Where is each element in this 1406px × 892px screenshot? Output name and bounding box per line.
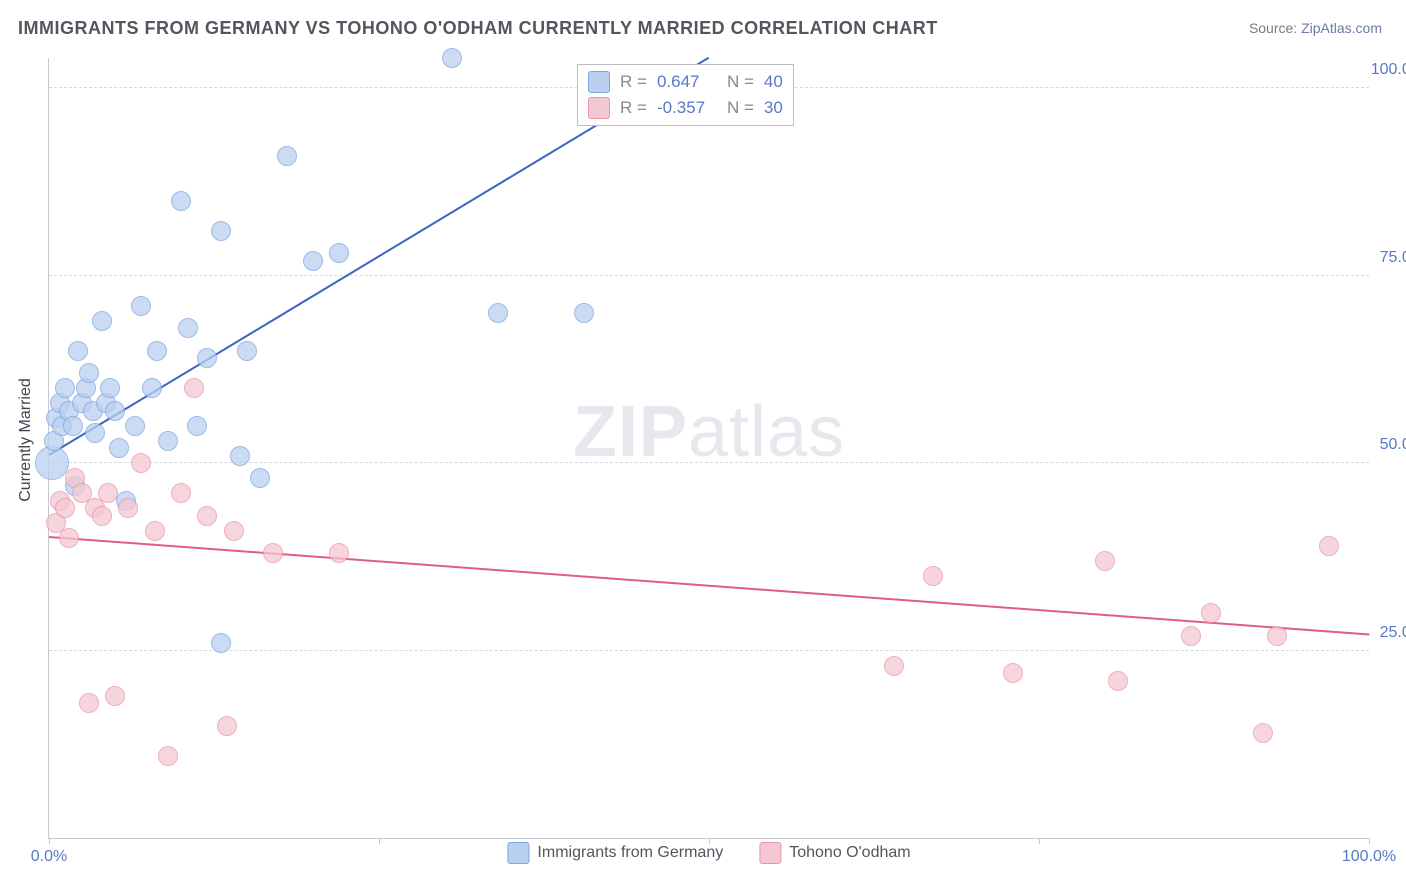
legend-swatch [759, 842, 781, 864]
y-axis-title: Currently Married [17, 378, 35, 502]
germany-point [85, 423, 105, 443]
tohono-point [329, 543, 349, 563]
germany-point [250, 468, 270, 488]
tohono-point [1267, 626, 1287, 646]
y-tick-label: 100.0% [1367, 61, 1406, 79]
tohono-point [1319, 536, 1339, 556]
germany-point [303, 251, 323, 271]
legend-swatch [588, 97, 610, 119]
germany-point [574, 303, 594, 323]
tohono-point [145, 521, 165, 541]
germany-point [230, 446, 250, 466]
series-legend-item-tohono: Tohono O'odham [759, 842, 910, 864]
tohono-point [217, 716, 237, 736]
gridline [49, 650, 1369, 651]
tohono-point [224, 521, 244, 541]
legend-swatch [507, 842, 529, 864]
x-tick-label: 0.0% [31, 848, 67, 866]
tohono-point [171, 483, 191, 503]
tohono-point [118, 498, 138, 518]
x-tick [1369, 838, 1370, 844]
legend-row-tohono: R = -0.357 N = 30 [588, 95, 783, 121]
x-tick [379, 838, 380, 844]
series-legend-item-germany: Immigrants from Germany [507, 842, 723, 864]
chart-plot-area: ZIPatlas 25.0%50.0%75.0%100.0%0.0%100.0%… [48, 58, 1369, 839]
tohono-point [197, 506, 217, 526]
germany-point [197, 348, 217, 368]
germany-point [35, 446, 69, 480]
r-value: 0.647 [657, 69, 717, 95]
tohono-point [131, 453, 151, 473]
n-value: 40 [764, 69, 783, 95]
watermark-atlas: atlas [688, 392, 845, 472]
germany-point [68, 341, 88, 361]
germany-point [109, 438, 129, 458]
germany-point [131, 296, 151, 316]
germany-point [79, 363, 99, 383]
gridline [49, 275, 1369, 276]
germany-point [142, 378, 162, 398]
r-label: R = [620, 95, 647, 121]
y-tick-label: 50.0% [1367, 436, 1406, 454]
x-tick [1039, 838, 1040, 844]
germany-point [237, 341, 257, 361]
germany-point [92, 311, 112, 331]
germany-point [158, 431, 178, 451]
germany-point [125, 416, 145, 436]
correlation-legend: R = 0.647 N = 40 R = -0.357 N = 30 [577, 64, 794, 126]
source-link[interactable]: ZipAtlas.com [1301, 20, 1382, 36]
germany-point [488, 303, 508, 323]
n-value: 30 [764, 95, 783, 121]
tohono-point [1003, 663, 1023, 683]
tohono-point [1181, 626, 1201, 646]
tohono-point [184, 378, 204, 398]
tohono-point [92, 506, 112, 526]
tohono-point [158, 746, 178, 766]
tohono-point [263, 543, 283, 563]
germany-point [171, 191, 191, 211]
germany-point [105, 401, 125, 421]
x-tick-label: 100.0% [1342, 848, 1396, 866]
tohono-point [1108, 671, 1128, 691]
watermark-zip: ZIP [573, 392, 688, 472]
y-tick-label: 75.0% [1367, 249, 1406, 267]
tohono-point [1095, 551, 1115, 571]
germany-point [211, 221, 231, 241]
series-label: Immigrants from Germany [537, 844, 723, 862]
germany-point [211, 633, 231, 653]
tohono-point [98, 483, 118, 503]
germany-point [63, 416, 83, 436]
source-prefix: Source: [1249, 20, 1301, 36]
x-tick [49, 838, 50, 844]
source-attribution: Source: ZipAtlas.com [1249, 20, 1382, 36]
tohono-point [1201, 603, 1221, 623]
tohono-point [79, 693, 99, 713]
germany-point [277, 146, 297, 166]
tohono-point [884, 656, 904, 676]
y-tick-label: 25.0% [1367, 624, 1406, 642]
r-label: R = [620, 69, 647, 95]
tohono-point [59, 528, 79, 548]
germany-point [187, 416, 207, 436]
chart-title: IMMIGRANTS FROM GERMANY VS TOHONO O'ODHA… [18, 18, 938, 39]
series-label: Tohono O'odham [789, 844, 910, 862]
n-label: N = [727, 95, 754, 121]
germany-point [147, 341, 167, 361]
tohono-point [55, 498, 75, 518]
n-label: N = [727, 69, 754, 95]
legend-row-germany: R = 0.647 N = 40 [588, 69, 783, 95]
germany-point [178, 318, 198, 338]
series-legend: Immigrants from Germany Tohono O'odham [507, 842, 910, 864]
r-value: -0.357 [657, 95, 717, 121]
tohono-trendline [49, 536, 1369, 635]
tohono-point [1253, 723, 1273, 743]
legend-swatch [588, 71, 610, 93]
tohono-point [105, 686, 125, 706]
germany-point [55, 378, 75, 398]
germany-point [442, 48, 462, 68]
germany-point [100, 378, 120, 398]
tohono-point [923, 566, 943, 586]
germany-point [329, 243, 349, 263]
